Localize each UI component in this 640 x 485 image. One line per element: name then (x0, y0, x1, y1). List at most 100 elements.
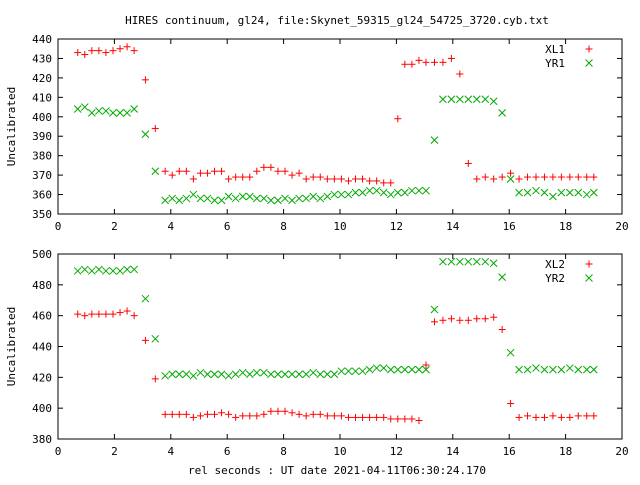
data-point-YR2 (231, 370, 240, 379)
data-point-YR2 (365, 365, 374, 374)
data-point-XL2 (566, 413, 574, 421)
data-point-YR2-d2 (161, 371, 170, 380)
data-point-YR1 (95, 107, 103, 115)
data-point-XL1 (211, 167, 219, 175)
data-point-YR2 (582, 365, 591, 374)
x-tick-label: 6 (224, 220, 231, 233)
data-point-XL2 (583, 412, 591, 420)
data-point-YR1 (238, 192, 247, 201)
data-point-XL1 (540, 173, 548, 181)
data-point-YR1 (351, 188, 360, 197)
data-point-YR1-d2 (351, 188, 360, 197)
legend-marker-YR2 (585, 274, 593, 282)
data-point-XL2 (574, 412, 582, 420)
data-point-XL1 (141, 76, 149, 84)
x-tick-label: 8 (280, 220, 287, 233)
data-point-XL2 (430, 318, 438, 326)
data-point-XL2 (316, 410, 324, 418)
data-point-YR1 (515, 188, 523, 197)
y-tick-label: 430 (32, 52, 52, 65)
data-point-YR1-d2 (379, 188, 388, 197)
data-point-XL2 (422, 361, 430, 369)
data-point-XL2 (281, 407, 289, 415)
data-point-YR1-d2 (408, 186, 416, 195)
data-point-YR2 (217, 370, 226, 379)
data-point-XL1 (309, 173, 317, 181)
data-point-YR2-d2 (506, 348, 515, 357)
data-point-XL2 (95, 310, 103, 318)
data-point-XL1 (253, 167, 261, 175)
data-point-XL2 (380, 413, 388, 421)
data-point-YR2 (141, 294, 150, 303)
data-point-XL1 (316, 173, 324, 181)
data-point-YR2 (393, 365, 402, 374)
data-point-YR1 (439, 95, 447, 104)
data-point-YR2 (267, 370, 275, 379)
data-point-YR2-d2 (168, 370, 177, 379)
y-tick-label: 380 (32, 433, 52, 446)
data-point-YR2 (506, 348, 515, 357)
y-tick-label: 380 (32, 150, 52, 163)
data-point-XL2 (344, 413, 352, 421)
data-point-XL2 (540, 413, 548, 421)
data-point-YR1-d2 (175, 196, 184, 205)
data-point-YR1-d2 (557, 188, 566, 197)
data-point-YR1-d2 (447, 95, 456, 104)
data-point-YR1-d2 (489, 97, 498, 106)
data-point-XL1 (380, 179, 388, 187)
chart-panel-2: 0 2 4 6 8 10 12 14 16 18 20 380 400 420 440 460 480 500 Un… (5, 248, 629, 458)
data-point-XL2 (408, 415, 416, 423)
data-point-YR1 (224, 192, 233, 201)
data-point-YR1 (549, 192, 557, 201)
data-point-YR1-d2 (430, 136, 439, 144)
data-point-XL1 (366, 177, 374, 185)
x-tick-label: 20 (615, 445, 628, 458)
data-point-XL1 (337, 175, 345, 183)
data-point-YR1-d2 (102, 107, 110, 115)
data-point-YR2 (210, 370, 219, 379)
chart-panel-1: 0 2 4 6 8 10 12 14 16 18 20 350 360 370 380 390 400 410 42… (5, 33, 629, 233)
data-point-YR2 (439, 257, 447, 266)
data-point-YR1 (189, 190, 198, 199)
data-point-XL1 (330, 175, 338, 183)
x-tick-label: 18 (559, 220, 572, 233)
data-point-YR1-d2 (582, 190, 591, 199)
legend-marker-XL2 (585, 260, 593, 268)
data-point-YR1-d2 (116, 109, 124, 117)
data-point-YR2 (196, 368, 205, 377)
data-point-YR2-d2 (245, 370, 254, 379)
data-point-YR2-d2 (130, 265, 138, 274)
y-tick-label: 350 (32, 208, 52, 221)
data-point-YR2-d2 (224, 371, 233, 380)
y-tick-label: 480 (32, 279, 52, 292)
data-point-YR2 (87, 267, 96, 275)
data-point-XL2 (196, 412, 204, 420)
data-point-YR2 (238, 368, 247, 377)
data-point-XL2 (88, 310, 96, 318)
data-point-YR2-d2 (217, 370, 226, 379)
data-point-YR1-d2 (80, 103, 89, 111)
data-point-YR2 (472, 257, 481, 266)
data-point-XL1 (401, 60, 409, 68)
data-point-YR1-d2 (337, 190, 346, 199)
data-point-XL2 (141, 336, 149, 344)
data-point-YR2-d2 (523, 365, 532, 374)
data-point-YR2-d2 (109, 267, 117, 275)
data-point-YR2 (102, 267, 110, 275)
data-point-XL2 (218, 409, 226, 417)
data-point-YR1 (252, 194, 261, 203)
data-point-YR2 (386, 365, 395, 374)
data-point-XL2 (309, 410, 317, 418)
data-point-YR2 (540, 365, 549, 374)
data-point-YR2 (274, 370, 282, 379)
data-point-XL2 (246, 412, 254, 420)
data-point-YR2-d2 (274, 370, 282, 379)
data-point-XL2 (182, 410, 190, 418)
data-point-YR1 (73, 105, 82, 113)
data-point-YR1-d2 (238, 192, 247, 201)
data-point-YR1 (217, 196, 226, 205)
data-point-YR1 (260, 194, 268, 203)
data-point-YR1 (372, 186, 381, 195)
data-point-YR1 (281, 194, 289, 203)
data-point-XL1 (456, 70, 464, 78)
